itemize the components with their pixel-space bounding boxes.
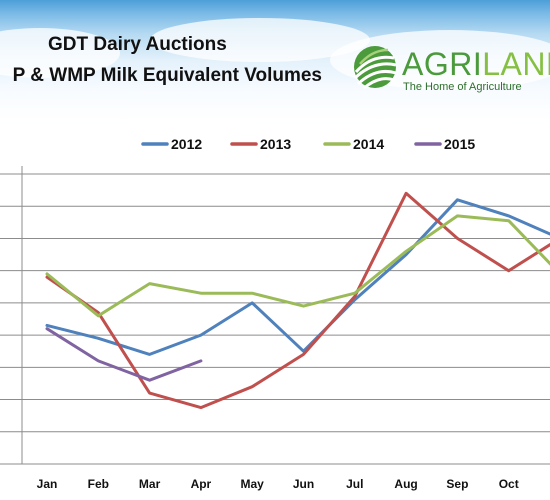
legend-label: 2013	[260, 136, 291, 152]
x-tick-label: Jun	[293, 477, 314, 491]
series-line-2015	[45, 327, 203, 382]
x-tick-label: Mar	[139, 477, 161, 491]
logo-wordmark: AGRILAND	[402, 46, 550, 83]
x-tick-label: Sep	[446, 477, 468, 491]
x-axis-ticks: JanFebMarAprMayJunJulAugSepOctN	[37, 477, 519, 491]
series-line-2014	[45, 214, 550, 318]
x-tick-label: Oct	[499, 477, 519, 491]
x-tick-label: Jan	[37, 477, 58, 491]
x-tick-label: Aug	[394, 477, 417, 491]
logo-word-agri: AGRI	[402, 46, 483, 82]
x-tick-label: May	[241, 477, 265, 491]
title-line-1: GDT Dairy Auctions	[48, 34, 227, 55]
title-line-2: P & WMP Milk Equivalent Volumes	[12, 65, 322, 86]
logo-tagline: The Home of Agriculture	[403, 81, 522, 93]
chart-series	[45, 191, 550, 410]
agriland-logo: AGRILAND The Home of Agriculture	[352, 42, 550, 98]
series-line-2012	[45, 198, 550, 356]
series-line-2013	[45, 191, 550, 410]
globe-stripes-icon	[353, 46, 397, 90]
x-tick-label: Jul	[346, 477, 363, 491]
legend-label: 2014	[353, 136, 384, 152]
chart-axes	[0, 166, 550, 465]
line-chart: 2012 2013 2014 2015 Jan Feb Mar Apr May Jun Jul Au…	[0, 136, 550, 491]
header-banner: GDT Dairy Auctions P & WMP Milk Equivale…	[0, 0, 550, 122]
legend-label: 2012	[171, 136, 202, 152]
x-tick-label: Feb	[88, 477, 109, 491]
chart-legend: 2012 2013 2014 2015	[141, 136, 475, 152]
x-tick-label: Apr	[191, 477, 212, 491]
legend-label: 2015	[444, 136, 475, 152]
logo-word-land: LAND	[482, 46, 550, 82]
